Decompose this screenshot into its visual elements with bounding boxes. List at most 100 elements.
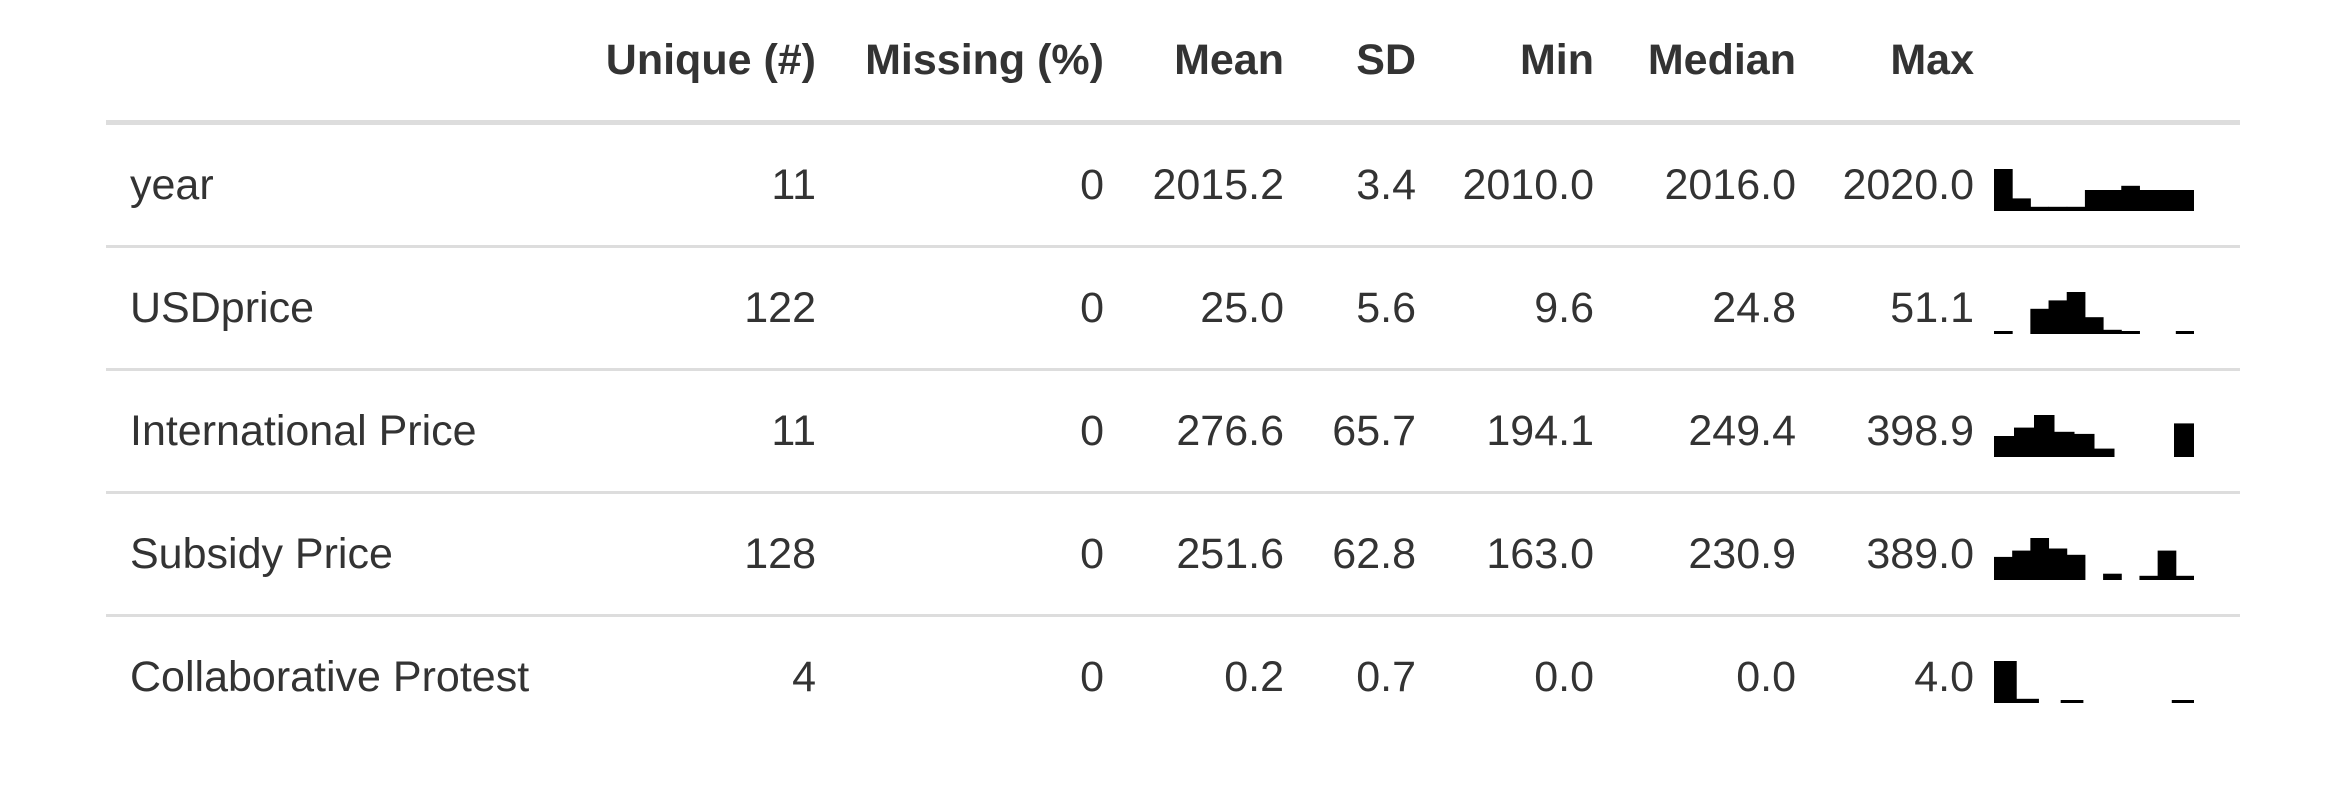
cell-min: 194.1 (1416, 369, 1594, 494)
cell-max: 398.9 (1796, 369, 1974, 494)
histogram-bar (2016, 698, 2039, 703)
summary-table-container: Unique (#) Missing (%) Mean SD Min Media… (106, 0, 2240, 737)
cell-max: 4.0 (1914, 652, 1974, 701)
histogram-bar (2175, 190, 2194, 211)
histogram-bar (2030, 206, 2050, 211)
cell-variable: Collaborative Protest (130, 652, 530, 701)
header-unique: Unique (#) (576, 0, 816, 125)
cell-mean: 2015.2 (1104, 122, 1284, 248)
cell-missing: 0 (816, 492, 1104, 617)
cell-sd: 62.8 (1284, 492, 1416, 617)
histogram-bar (2030, 538, 2050, 580)
histogram-bar (1994, 436, 2015, 457)
histogram-bar (1994, 169, 2013, 211)
histogram-bar (2103, 190, 2122, 211)
histogram-bar (2139, 190, 2159, 211)
histogram-bar (2074, 433, 2095, 457)
cell-variable: year (106, 122, 576, 248)
cell-min: 2010.0 (1416, 122, 1594, 248)
histogram-bar (2084, 317, 2104, 334)
histogram-bar (2139, 575, 2159, 580)
cell-histogram (1974, 616, 2240, 738)
cell-mean: 251.6 (1104, 492, 1284, 617)
cell-max: 2020.0 (1796, 122, 1974, 248)
cell-median: 24.8 (1594, 246, 1796, 371)
histogram-sparkline (1994, 292, 2194, 334)
header-max: Max (1796, 0, 1974, 125)
header-median: Median (1594, 0, 1796, 125)
cell-min: 163.0 (1416, 492, 1594, 617)
histogram-sparkline (1994, 538, 2194, 580)
cell-unique: 4 (792, 652, 816, 701)
cell-sd: 65.7 (1284, 369, 1416, 494)
cell-max: 389.0 (1796, 492, 1974, 617)
histogram-sparkline (1994, 169, 2194, 211)
histogram-bar (2048, 206, 2068, 211)
histogram-bar (2034, 415, 2055, 457)
cell-missing: 0 (816, 122, 1104, 248)
histogram-bar (2060, 700, 2084, 703)
cell-missing: 0 (1080, 652, 1104, 701)
histogram-bar (2121, 185, 2140, 211)
cell-unique: 11 (576, 369, 816, 494)
histogram-bar (2175, 331, 2194, 334)
histogram-bar (2012, 550, 2031, 580)
histogram-sparkline (1994, 661, 2194, 703)
cell-sd: 5.6 (1284, 246, 1416, 371)
header-sd: SD (1284, 0, 1416, 125)
histogram-bar (1994, 331, 2013, 334)
table-row: year 11 0 2015.2 3.4 2010.0 2016.0 2020.… (106, 122, 2240, 248)
table-header: Unique (#) Missing (%) Mean SD Min Media… (106, 0, 2240, 125)
cell-mean: 0.2 (1224, 652, 1284, 701)
cell-min: 0.0 (1534, 652, 1594, 701)
histogram-bar (2103, 329, 2122, 334)
cell-sd: 0.7 (1356, 652, 1416, 701)
cell-median: 249.4 (1594, 369, 1796, 494)
histogram-bar (2171, 700, 2194, 703)
histogram-bar (2175, 575, 2194, 580)
table-row: USDprice 122 0 25.0 5.6 9.6 24.8 51.1 (106, 246, 2240, 371)
header-mean: Mean (1104, 0, 1284, 125)
cell-min: 9.6 (1416, 246, 1594, 371)
cell-mean: 276.6 (1104, 369, 1284, 494)
header-min: Min (1416, 0, 1594, 125)
histogram-bar (2174, 423, 2194, 457)
cell-median: 230.9 (1594, 492, 1796, 617)
cell-mean: 25.0 (1104, 246, 1284, 371)
histogram-bar (2094, 448, 2115, 457)
cell-missing: 0 (816, 369, 1104, 494)
histogram-bar (2066, 292, 2086, 334)
histogram-bar (2048, 548, 2068, 580)
histogram-bar (2084, 190, 2104, 211)
histogram-bar (2066, 554, 2086, 580)
histogram-sparkline (1994, 415, 2194, 457)
header-histogram (1974, 0, 2240, 125)
histogram-bar (1994, 661, 2017, 703)
cell-missing: 0 (816, 246, 1104, 371)
histogram-bar (2012, 198, 2031, 211)
cell-histogram (1974, 246, 2240, 371)
table-row: Subsidy Price 128 0 251.6 62.8 163.0 230… (106, 492, 2240, 617)
header-missing: Missing (%) (816, 0, 1104, 125)
header-row: Unique (#) Missing (%) Mean SD Min Media… (106, 0, 2240, 125)
histogram-bar (2048, 300, 2068, 334)
cell-variable: International Price (106, 369, 576, 494)
histogram-bar (2054, 431, 2075, 457)
cell-histogram (1974, 369, 2240, 494)
table-body: year 11 0 2015.2 3.4 2010.0 2016.0 2020.… (106, 122, 2240, 738)
summary-statistics-table: Unique (#) Missing (%) Mean SD Min Media… (106, 0, 2240, 737)
cell-median: 0.0 (1736, 652, 1796, 701)
cell-unique: 128 (576, 492, 816, 617)
cell-histogram (1974, 122, 2240, 248)
cell-variable: Subsidy Price (106, 492, 576, 617)
histogram-bar (2030, 308, 2050, 334)
table-row: Collaborative Protest 4 0 0.2 0.7 0.0 0.… (106, 616, 2240, 738)
cell-max: 51.1 (1796, 246, 1974, 371)
histogram-bar (2066, 206, 2086, 211)
cell-unique: 122 (576, 246, 816, 371)
cell-variable: USDprice (106, 246, 576, 371)
histogram-bar (2103, 573, 2122, 580)
histogram-bar (2157, 550, 2177, 580)
cell-histogram (1974, 492, 2240, 617)
table-row: International Price 11 0 276.6 65.7 194.… (106, 369, 2240, 494)
